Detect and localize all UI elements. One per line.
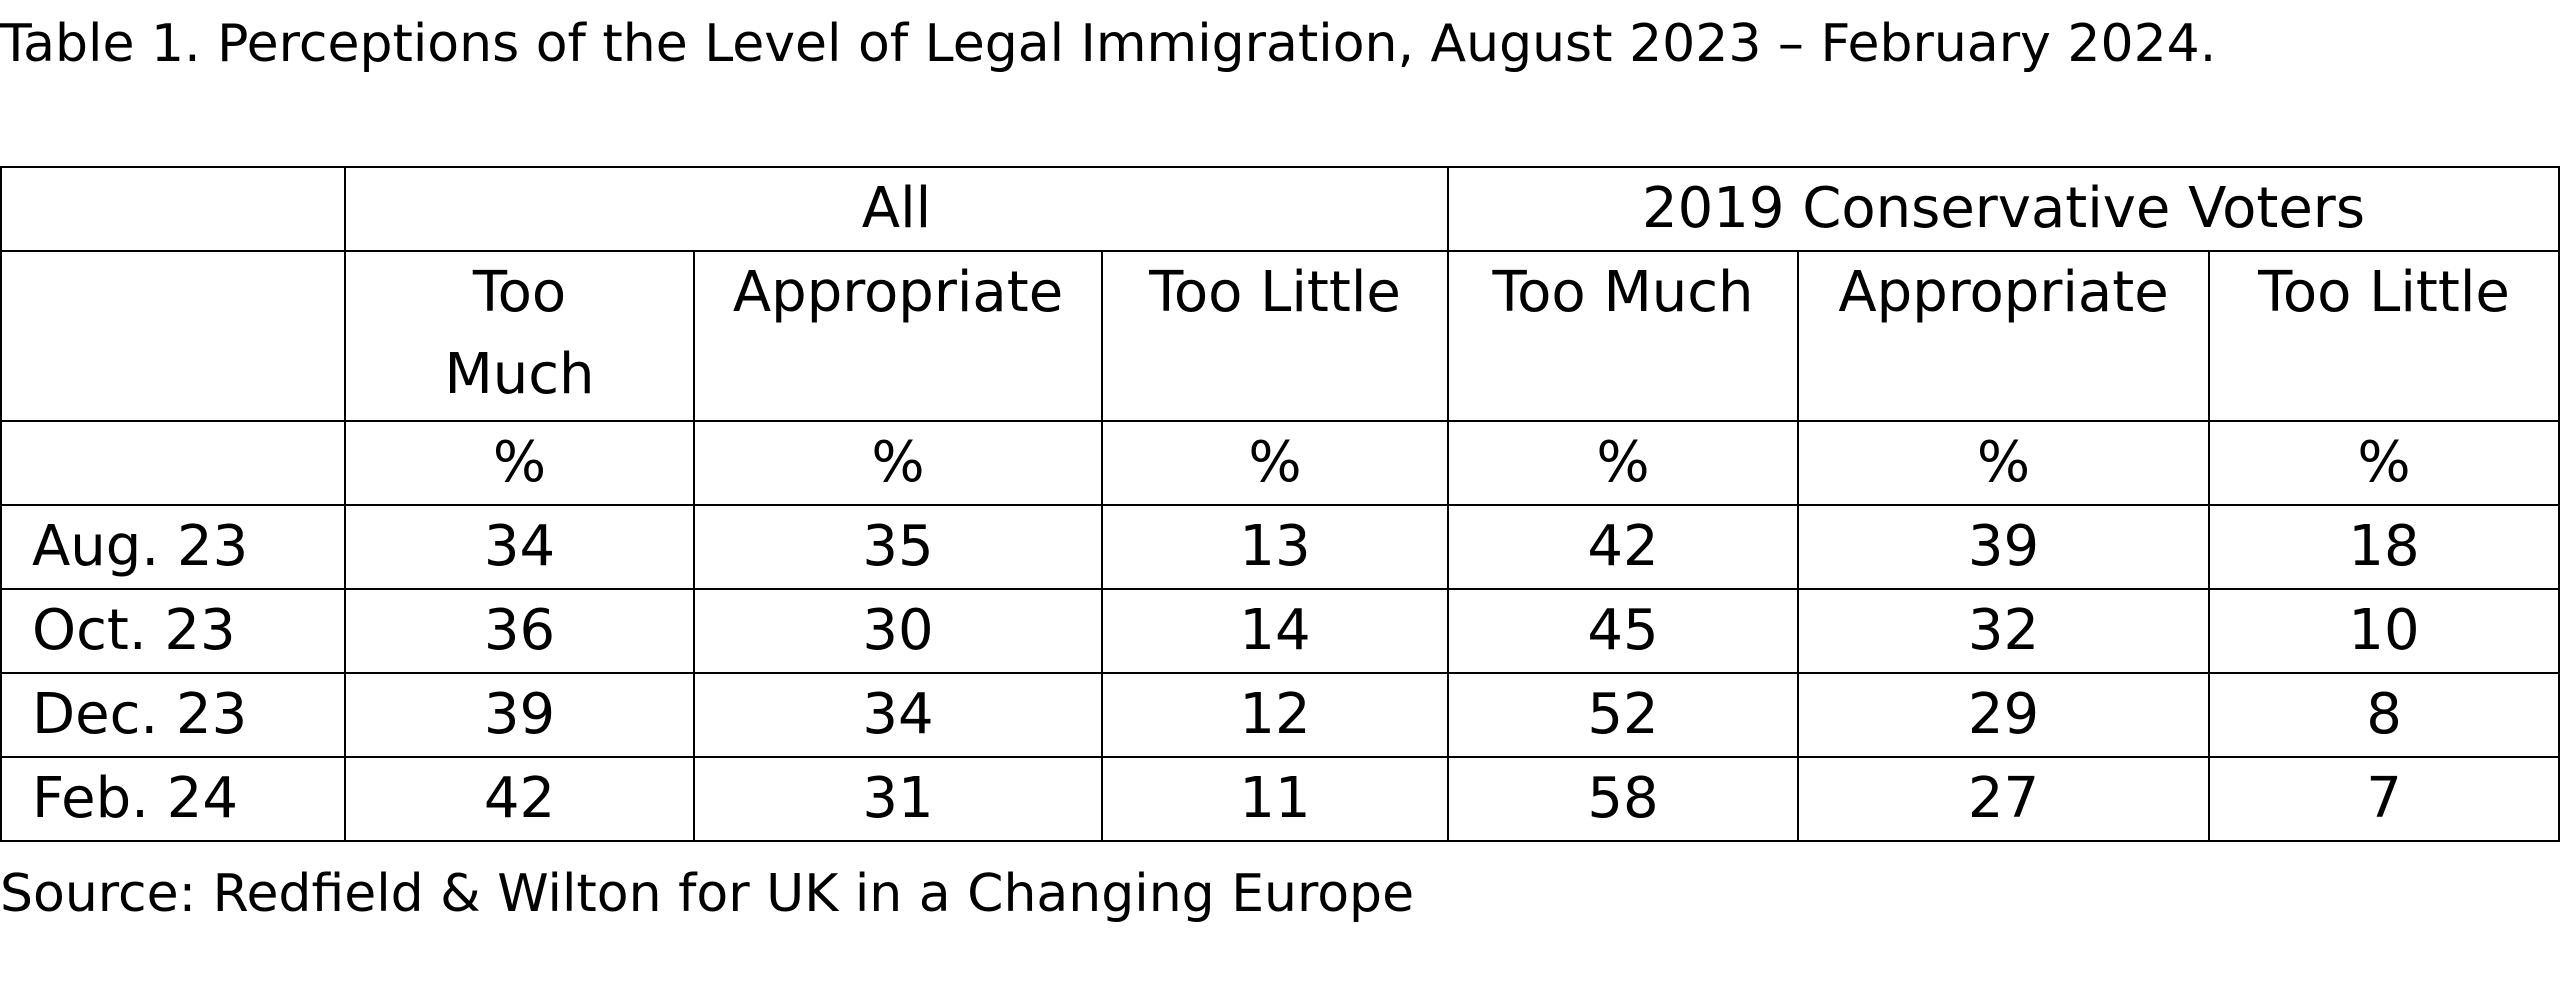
value-cell: 32: [1797, 588, 2210, 674]
row-label: Aug. 23: [0, 504, 346, 590]
column-header: Appropriate: [693, 250, 1103, 422]
column-header: Too Much: [1447, 250, 1799, 422]
value-cell: 35: [693, 504, 1103, 590]
column-header: Appropriate: [1797, 250, 2210, 422]
value-cell: 31: [693, 756, 1103, 842]
table-row: Dec. 23 39 34 12 52 29 8: [0, 672, 2560, 758]
value-cell: 30: [693, 588, 1103, 674]
table-row: Feb. 24 42 31 11 58 27 7: [0, 756, 2560, 842]
value-cell: 42: [344, 756, 695, 842]
group-header-row: All 2019 Conservative Voters: [0, 166, 2560, 252]
row-label: Dec. 23: [0, 672, 346, 758]
column-header: Too Little: [1101, 250, 1449, 422]
value-cell: 39: [344, 672, 695, 758]
value-cell: 7: [2207, 756, 2560, 842]
row-label: Feb. 24: [0, 756, 346, 842]
data-table: All 2019 Conservative Voters Too Much Ap…: [0, 166, 2560, 842]
value-cell: 45: [1447, 588, 1799, 674]
unit-cell: %: [1101, 420, 1449, 506]
table-row: Oct. 23 36 30 14 45 32 10: [0, 588, 2560, 674]
value-cell: 58: [1447, 756, 1799, 842]
unit-cell: %: [1447, 420, 1799, 506]
unit-row: % % % % % %: [0, 420, 2560, 506]
unit-cell: %: [344, 420, 695, 506]
value-cell: 10: [2207, 588, 2560, 674]
empty-corner-cell: [0, 166, 346, 252]
column-header: Too Little: [2207, 250, 2560, 422]
empty-corner-cell: [0, 420, 346, 506]
value-cell: 8: [2207, 672, 2560, 758]
empty-corner-cell: [0, 250, 346, 422]
column-header: Too Much: [344, 250, 695, 422]
value-cell: 52: [1447, 672, 1799, 758]
column-header-row: Too Much Appropriate Too Little Too Much…: [0, 250, 2560, 422]
value-cell: 13: [1101, 504, 1449, 590]
unit-cell: %: [693, 420, 1103, 506]
value-cell: 34: [344, 504, 695, 590]
unit-cell: %: [2207, 420, 2560, 506]
value-cell: 29: [1797, 672, 2210, 758]
value-cell: 18: [2207, 504, 2560, 590]
group-header-all: All: [344, 166, 1449, 252]
value-cell: 39: [1797, 504, 2210, 590]
value-cell: 34: [693, 672, 1103, 758]
value-cell: 42: [1447, 504, 1799, 590]
value-cell: 11: [1101, 756, 1449, 842]
group-header-conservative: 2019 Conservative Voters: [1446, 166, 2560, 252]
value-cell: 27: [1797, 756, 2210, 842]
value-cell: 36: [344, 588, 695, 674]
unit-cell: %: [1797, 420, 2210, 506]
table-title: Table 1. Perceptions of the Level of Leg…: [0, 14, 2217, 74]
row-label: Oct. 23: [0, 588, 346, 674]
table-row: Aug. 23 34 35 13 42 39 18: [0, 504, 2560, 590]
source-note: Source: Redfield & Wilton for UK in a Ch…: [0, 864, 1415, 924]
value-cell: 14: [1101, 588, 1449, 674]
value-cell: 12: [1101, 672, 1449, 758]
